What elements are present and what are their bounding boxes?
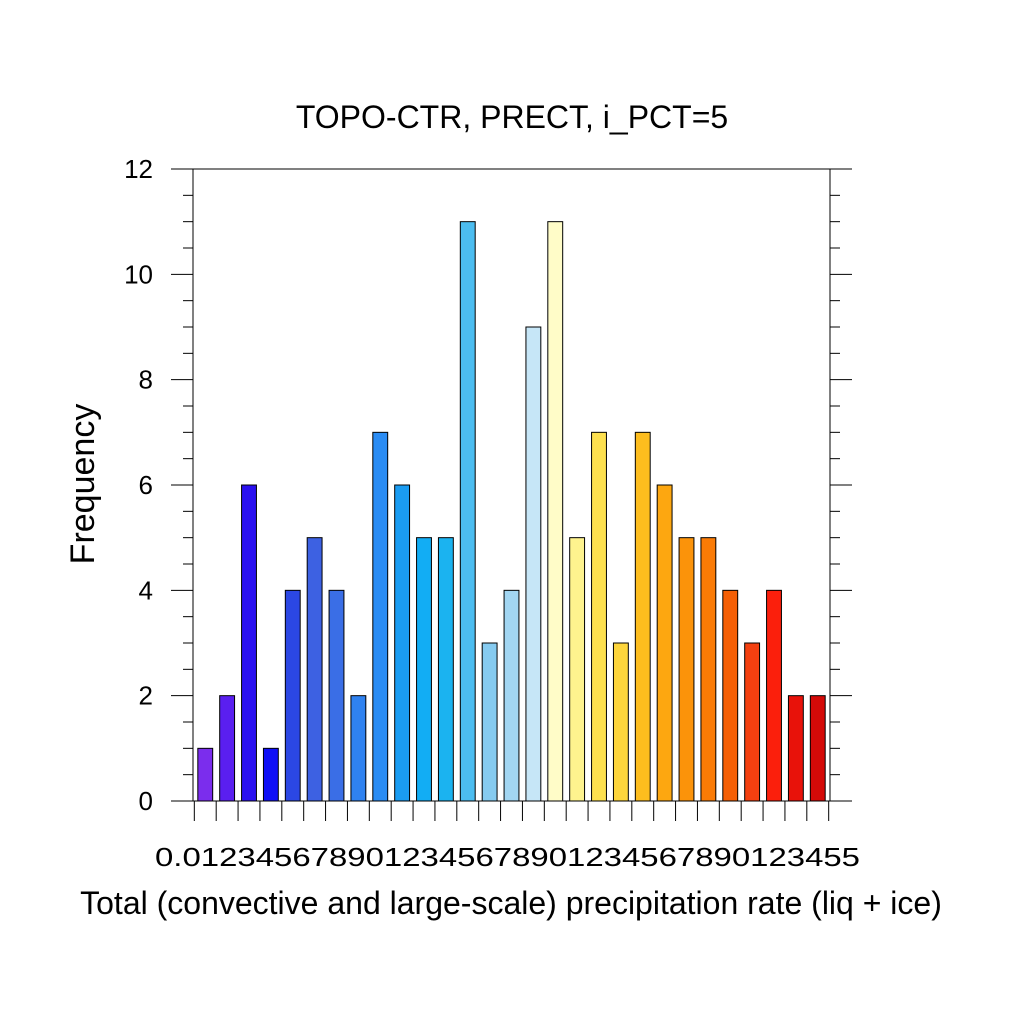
histogram-bar [569, 537, 586, 802]
histogram-bar [262, 747, 279, 802]
histogram-bar [219, 695, 236, 802]
histogram-bar [437, 537, 454, 802]
histogram-bar [591, 431, 607, 802]
histogram-bar [634, 431, 651, 802]
histogram-bar [787, 695, 804, 802]
histogram-bar [394, 484, 411, 802]
histogram-bar [547, 221, 564, 802]
histogram-bar [612, 642, 629, 802]
histogram-bar [656, 484, 673, 802]
x-tick-labels: 0.0123456789012345678901234567890123455 [155, 842, 860, 872]
y-tick-label: 10 [124, 259, 153, 289]
histogram-bar [284, 589, 301, 802]
histogram-bar [809, 695, 826, 802]
histogram-bar [678, 537, 695, 802]
plot-area: 0 2 4 6 8 10 12 [124, 154, 852, 821]
y-axis-label: Frequency [64, 404, 102, 565]
x-axis-label: Total (convective and large-scale) preci… [80, 885, 942, 921]
histogram-bar [328, 589, 345, 802]
histogram-bar [744, 642, 761, 802]
histogram-bar [416, 537, 432, 802]
histogram-bar [241, 484, 257, 802]
histogram-bar [766, 589, 782, 802]
y-tick-label: 6 [139, 470, 153, 500]
chart-title: TOPO-CTR, PRECT, i_PCT=5 [296, 99, 728, 135]
y-tick-label: 4 [139, 575, 153, 605]
histogram-bar [372, 431, 389, 802]
histogram-bar [350, 695, 367, 802]
histogram-bar [700, 537, 717, 802]
histogram-bar [459, 221, 476, 802]
histogram-bar [481, 642, 498, 802]
histogram-bar [525, 326, 542, 802]
y-tick-label: 8 [139, 365, 153, 395]
histogram-bar [722, 589, 739, 802]
y-tick-label: 12 [124, 154, 153, 184]
histogram-bar [197, 747, 214, 802]
histogram-bar [503, 589, 520, 802]
y-tick-label: 2 [139, 681, 153, 711]
histogram-bar [306, 537, 323, 802]
y-tick-label: 0 [139, 786, 153, 816]
